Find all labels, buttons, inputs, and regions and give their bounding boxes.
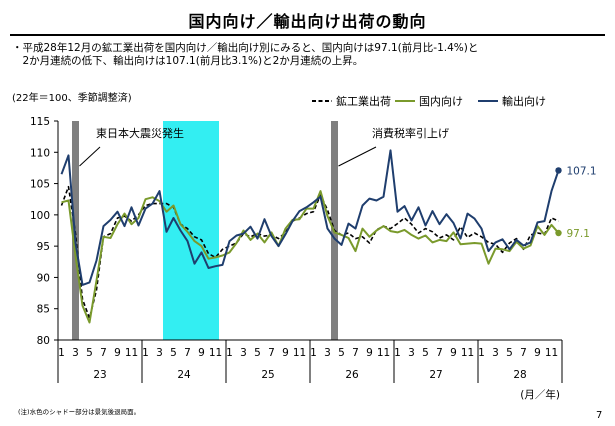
x-month-label: 11 — [461, 347, 474, 359]
x-month-label: 9 — [534, 347, 541, 359]
x-month-label: 11 — [293, 347, 306, 359]
x-month-label: 3 — [72, 347, 79, 359]
x-year-label: 24 — [177, 369, 191, 381]
x-month-label: 7 — [352, 347, 359, 359]
x-month-label: 3 — [156, 347, 163, 359]
x-month-label: 1 — [142, 347, 149, 359]
x-month-label: 5 — [338, 347, 345, 359]
x-month-label: 9 — [282, 347, 289, 359]
x-year-label: 23 — [93, 369, 106, 381]
x-month-label: 7 — [268, 347, 275, 359]
x-month-label: 11 — [377, 347, 390, 359]
x-year-label: 27 — [429, 369, 442, 381]
x-month-label: 5 — [254, 347, 261, 359]
annotation-label: 消費税率引上げ — [372, 126, 449, 140]
x-month-label: 3 — [324, 347, 331, 359]
x-month-label: 9 — [450, 347, 457, 359]
x-month-label: 7 — [100, 347, 107, 359]
x-month-label: 1 — [310, 347, 317, 359]
unit-note: (22年＝100、季節調整済) — [12, 93, 132, 104]
y-tick-label: 100 — [30, 210, 50, 222]
series-line — [61, 190, 560, 324]
y-tick-label: 85 — [37, 304, 50, 316]
x-axis-label: (月／年) — [520, 388, 560, 401]
title-underline — [10, 34, 605, 36]
x-month-label: 7 — [520, 347, 527, 359]
page-number: 7 — [596, 410, 603, 421]
x-month-label: 11 — [209, 347, 222, 359]
x-month-label: 9 — [114, 347, 121, 359]
series-end-label: 97.1 — [567, 228, 590, 240]
series-end-label: 107.1 — [567, 165, 597, 177]
x-month-label: 5 — [422, 347, 429, 359]
y-tick-label: 105 — [30, 179, 50, 191]
series-end-marker — [555, 229, 562, 237]
annotation-label: 東日本大震災発生 — [96, 126, 184, 140]
recession-shading — [163, 121, 219, 340]
x-month-label: 11 — [125, 347, 138, 359]
x-month-label: 1 — [58, 347, 65, 359]
series-line — [60, 149, 560, 286]
y-tick-label: 110 — [30, 147, 50, 159]
x-month-label: 5 — [506, 347, 513, 359]
y-tick-label: 115 — [30, 116, 50, 128]
series-line — [60, 185, 559, 319]
footnote: (注)水色のシャドー部分は景気後退局面。 — [18, 408, 141, 416]
x-month-label: 1 — [226, 347, 233, 359]
x-month-label: 11 — [545, 347, 558, 359]
x-month-label: 3 — [240, 347, 247, 359]
x-month-label: 7 — [436, 347, 443, 359]
x-year-label: 25 — [261, 369, 274, 381]
x-year-label: 28 — [513, 369, 526, 381]
x-month-label: 1 — [394, 347, 401, 359]
summary-text: ・平成28年12月の鉱工業出荷を国内向け／輸出向け別にみると、国内向けは97.1… — [12, 42, 479, 67]
y-tick-label: 80 — [37, 335, 50, 347]
x-month-label: 9 — [366, 347, 373, 359]
legend-label: 輸出向け — [502, 94, 546, 108]
x-month-label: 3 — [408, 347, 415, 359]
legend-label: 鉱工業出荷 — [336, 94, 391, 108]
page-title: 国内向け／輸出向け出荷の動向 — [188, 12, 427, 31]
x-month-label: 5 — [170, 347, 177, 359]
y-tick-label: 90 — [37, 272, 50, 284]
x-month-label: 3 — [492, 347, 499, 359]
series-end-marker — [555, 167, 562, 174]
y-tick-label: 95 — [37, 241, 50, 253]
annotation-pointer — [79, 146, 101, 167]
x-month-label: 1 — [478, 347, 485, 359]
x-month-label: 7 — [184, 347, 191, 359]
x-month-label: 9 — [198, 347, 205, 359]
annotation-pointer — [338, 146, 377, 167]
legend-label: 国内向け — [419, 94, 463, 108]
x-month-label: 5 — [86, 347, 93, 359]
x-year-label: 26 — [345, 369, 359, 381]
